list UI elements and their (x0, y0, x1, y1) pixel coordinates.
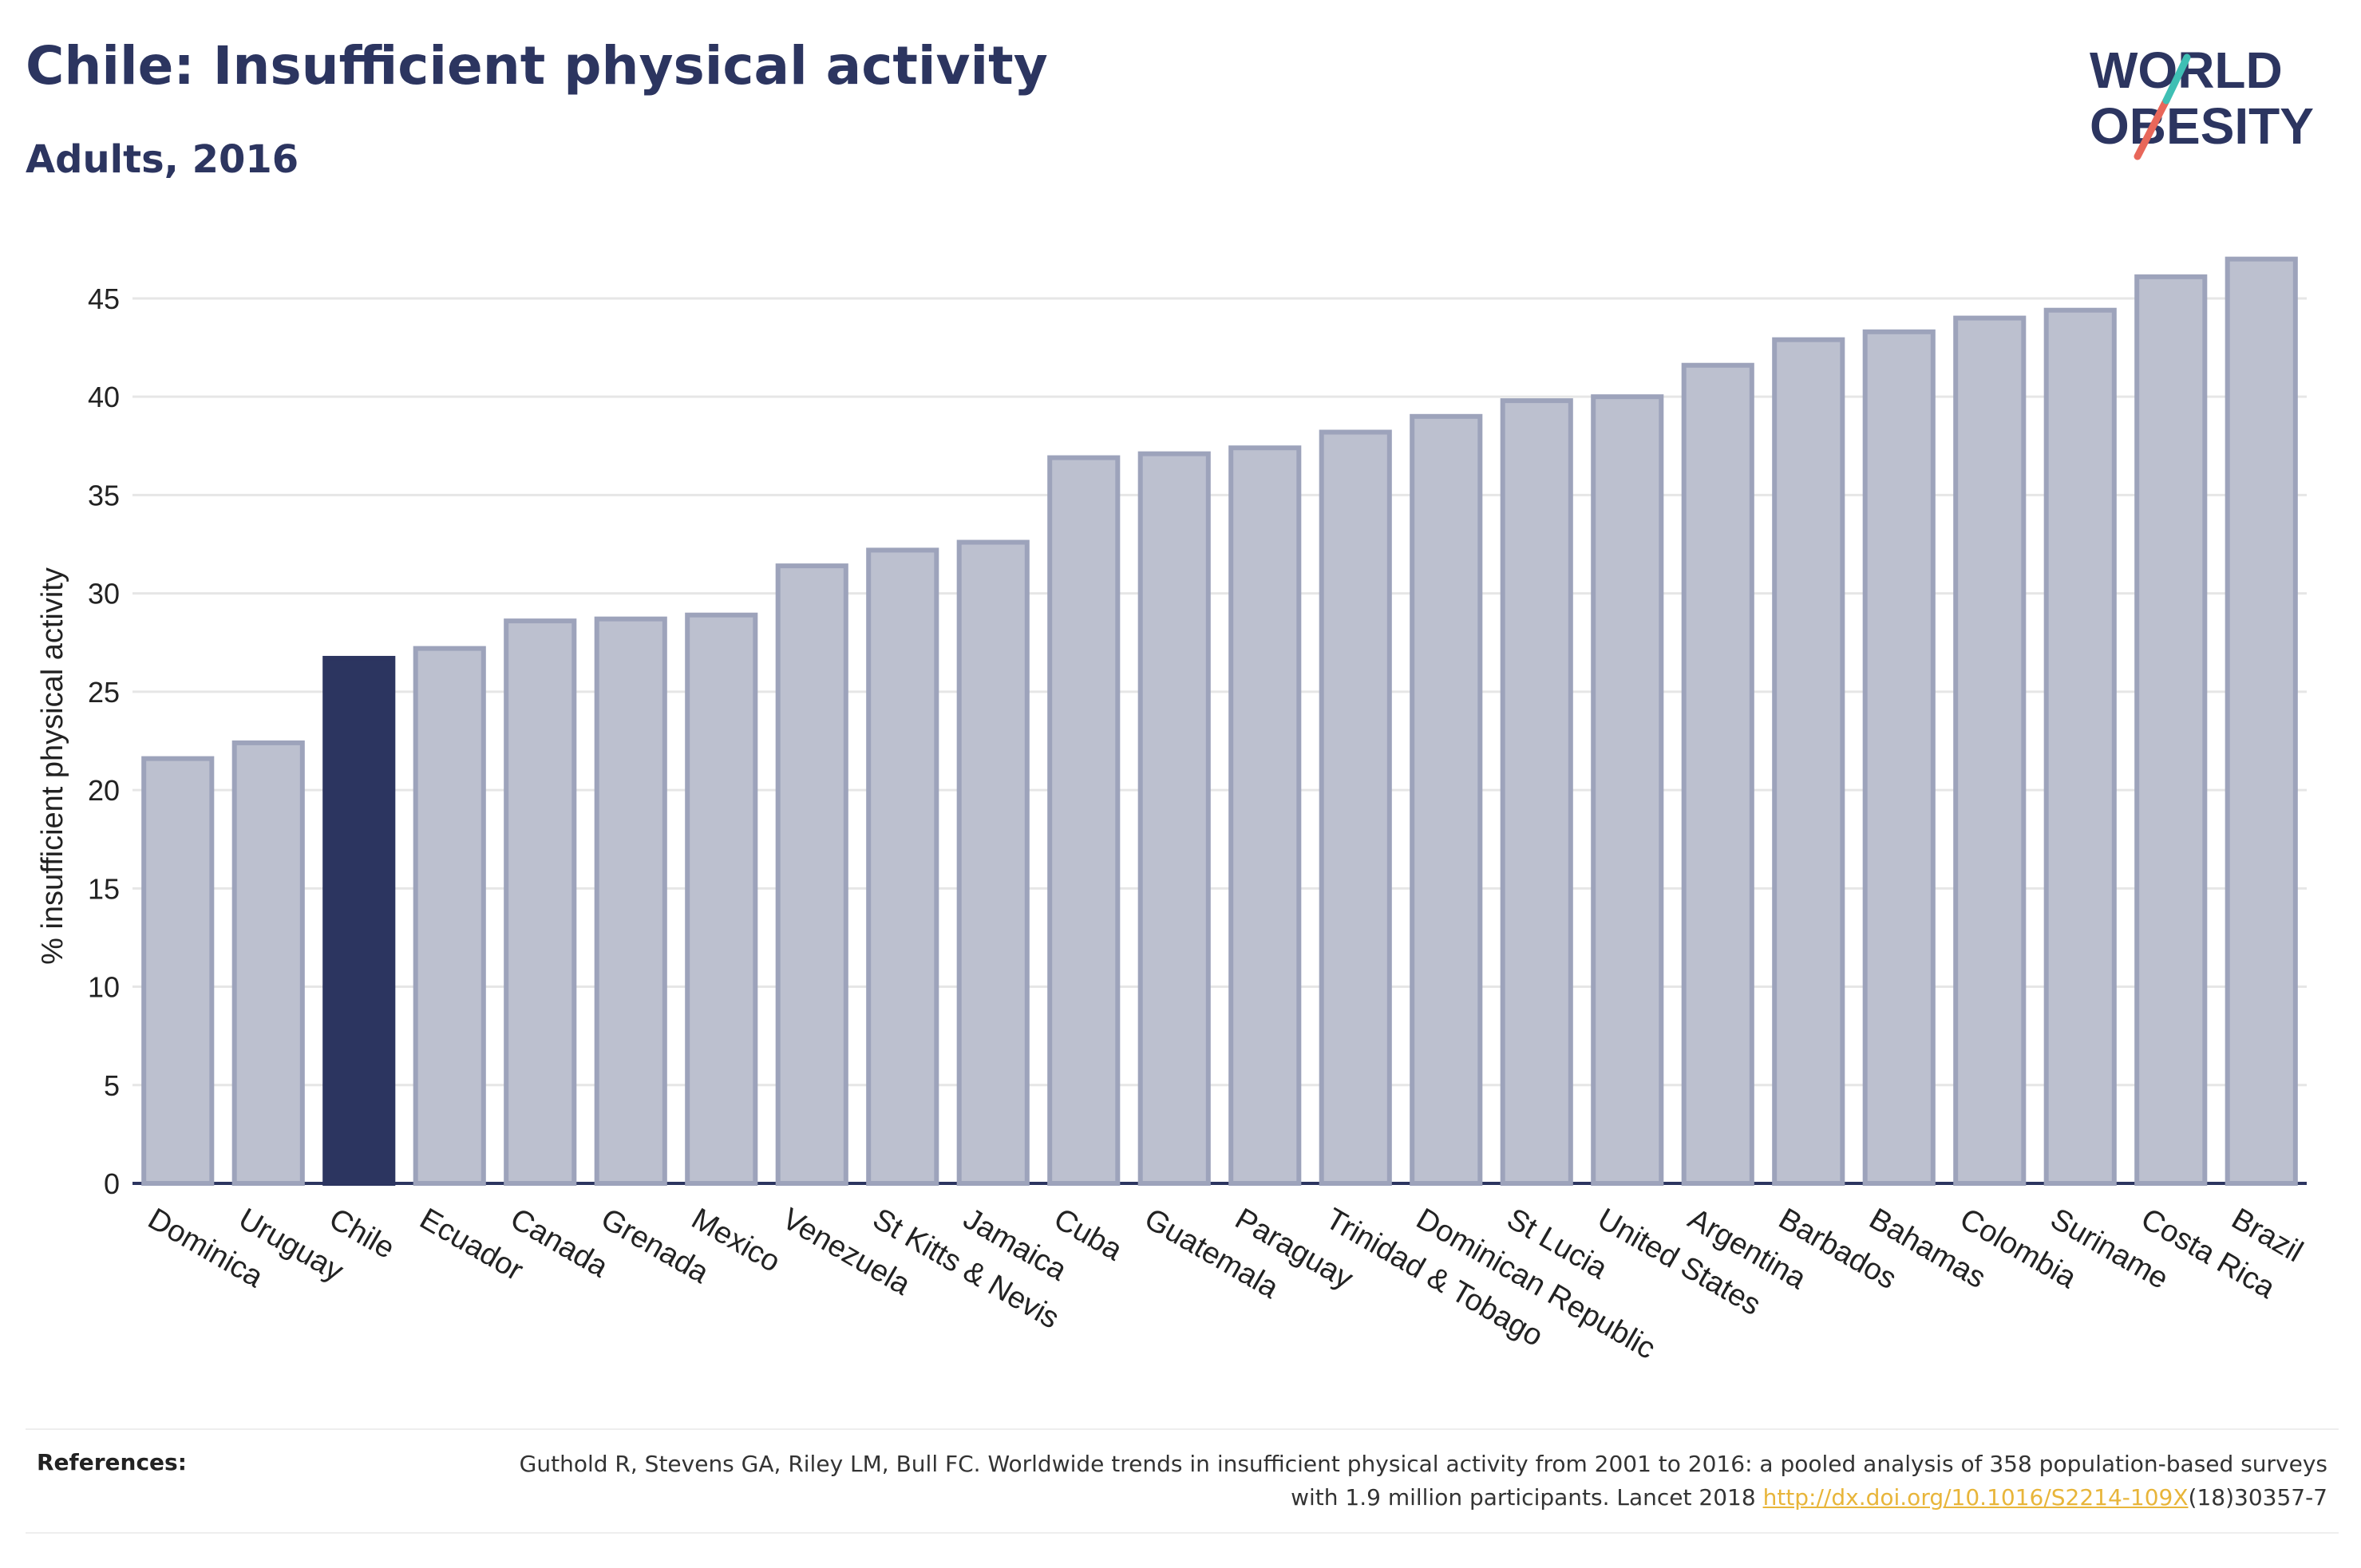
x-tick-label: Canada (504, 1202, 614, 1284)
y-tick-label: 5 (104, 1069, 120, 1102)
y-tick-labels: 0 5 10 15 20 25 30 35 40 45 (88, 282, 120, 1200)
references-citation: Guthold R, Stevens GA, Riley LM, Bull FC… (519, 1451, 2327, 1511)
chart-title: Chile: Insufficient physical activity (26, 35, 1048, 97)
y-tick-label: 40 (88, 381, 120, 413)
references-doi-link[interactable]: http://dx.doi.org/10.1016/S2214-109X (1762, 1484, 2189, 1511)
bar-ecuador (413, 646, 486, 1186)
x-tick-label: Ecuador (414, 1202, 529, 1287)
grid-lines (132, 297, 2307, 1185)
bar-st-kitts-nevis (866, 547, 939, 1186)
y-tick-label: 10 (88, 971, 120, 1004)
y-tick-label: 45 (88, 282, 120, 315)
logo-slash-teal (2162, 53, 2191, 105)
y-tick-label: 35 (88, 479, 120, 511)
y-tick-label: 20 (88, 774, 120, 807)
bar-bahamas (1862, 329, 1936, 1186)
bar-chile (322, 655, 396, 1186)
chart-subtitle: Adults, 2016 (26, 137, 299, 182)
bar-canada (504, 618, 577, 1186)
y-tick-label: 25 (88, 676, 120, 709)
references-citation-suffix: (18)30357-7 (2188, 1484, 2327, 1511)
bar-dominica (141, 756, 215, 1186)
bar-paraguay (1228, 445, 1302, 1186)
world-obesity-logo: WORLD OBESITY (2090, 41, 2314, 160)
bar-cuba (1047, 455, 1121, 1186)
bar-st-lucia (1500, 398, 1573, 1186)
y-tick-label: 0 (104, 1167, 120, 1200)
bar-dominican-republic (1410, 413, 1483, 1186)
references-text: Guthold R, Stevens GA, Riley LM, Bull FC… (492, 1448, 2327, 1515)
bar-barbados (1772, 337, 1845, 1187)
bar-colombia (1953, 315, 2027, 1186)
bars (141, 256, 2298, 1187)
bar-brazil (2225, 256, 2298, 1186)
y-tick-label: 15 (88, 872, 120, 905)
bar-venezuela (775, 563, 848, 1186)
bar-uruguay (231, 740, 305, 1186)
bar-guatemala (1137, 451, 1211, 1186)
bar-mexico (685, 612, 758, 1186)
logo-slash-red (2134, 97, 2170, 160)
logo-line1: WORLD (2090, 41, 2283, 99)
bar-jamaica (956, 539, 1030, 1186)
y-axis-label: % insufficient physical activity (36, 567, 69, 965)
bar-trinidad-tobago (1319, 429, 1392, 1186)
bar-suriname (2043, 307, 2117, 1187)
bar-united-states (1591, 394, 1664, 1186)
bar-grenada (594, 616, 667, 1186)
references-label: References: (37, 1449, 187, 1475)
bar-costa-rica (2134, 274, 2208, 1187)
y-tick-label: 30 (88, 578, 120, 610)
bar-argentina (1681, 362, 1754, 1187)
references-section: References: Guthold R, Stevens GA, Riley… (26, 1428, 2339, 1534)
logo-line2: OBESITY (2090, 97, 2314, 155)
